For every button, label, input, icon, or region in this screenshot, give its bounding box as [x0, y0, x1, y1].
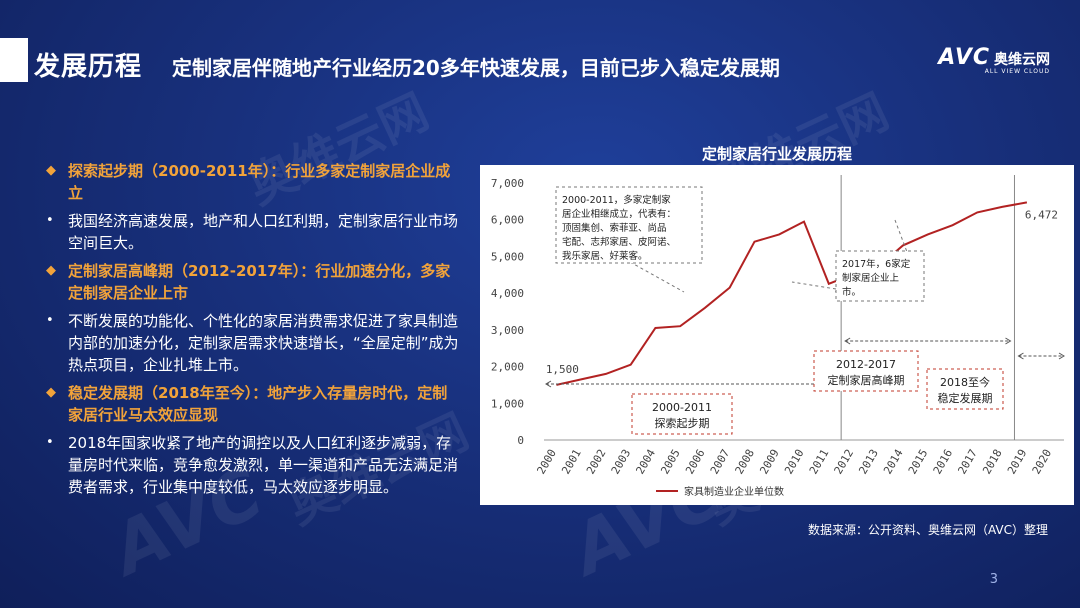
page-number: 3 [989, 572, 998, 587]
callout-text: 居企业相继成立，代表有： [562, 208, 676, 220]
diamond-icon: ◆ [46, 263, 56, 278]
bullet-icon: • [46, 213, 54, 228]
callout-text: 宅配、志邦家居、皮阿诺、 [562, 236, 676, 248]
bullet-icon: • [46, 435, 54, 450]
x-tick-label: 2016 [931, 447, 956, 476]
y-tick-label: 2,000 [491, 361, 524, 374]
x-tick-label: 2009 [757, 447, 782, 476]
period-label: 2012-2017 [836, 358, 896, 371]
period-label: 2000-2011 [652, 401, 712, 414]
x-tick-label: 2018 [980, 447, 1005, 476]
series-line [556, 201, 1028, 386]
title-accent-bar [0, 38, 28, 82]
range-arrow-head [545, 380, 552, 388]
callout-text: 顶固集创、索菲亚、尚品 [562, 222, 667, 234]
line-chart: 0 1,000 2,000 3,000 4,000 5,000 6,000 7,000 2000… [491, 175, 1065, 498]
callout-text: 市。 [842, 286, 861, 298]
logo-mark: AVC [938, 45, 990, 70]
x-tick-label: 2012 [832, 447, 857, 476]
logo-en: ALL VIEW CLOUD [984, 68, 1050, 75]
period-label: 2018至今 [940, 375, 990, 389]
range-arrow-head [1017, 352, 1024, 360]
y-tick-label: 1,000 [491, 397, 524, 410]
callout-pointer [894, 219, 911, 261]
y-tick-label: 4,000 [491, 287, 524, 300]
y-tick-label: 7,000 [491, 177, 524, 190]
data-label: 1,500 [546, 363, 579, 376]
callout-text: 2017年，6家定 [842, 258, 911, 270]
period-label: 定制家居高峰期 [828, 373, 905, 387]
x-tick-label: 2003 [609, 447, 634, 476]
callout-text: 制家居企业上 [842, 272, 900, 284]
list-item-heading: ◆ 定制家居高峰期（2012-2017年）：行业加速分化，多家定制家居企业上市 [42, 260, 462, 304]
data-label: 6,472 [1025, 208, 1058, 221]
callout-text: 2000-2011，多家定制家 [562, 194, 671, 206]
list-item-body: • 不断发展的功能化、个性化的家居消费需求促进了家具制造内部的加速分化，定制家居需… [42, 310, 462, 376]
callout-pointer [791, 281, 837, 290]
legend-label: 家具制造业企业单位数 [684, 485, 784, 498]
list-item-text: 不断发展的功能化、个性化的家居消费需求促进了家具制造内部的加速分化，定制家居需求… [68, 312, 459, 374]
x-tick-label: 2002 [584, 447, 609, 476]
list-item-body: • 我国经济高速发展，地产和人口红利期，定制家居行业市场空间巨大。 [42, 210, 462, 254]
x-tick-label: 2000 [534, 447, 559, 476]
period-label: 探索起步期 [655, 416, 710, 430]
y-tick-label: 5,000 [491, 250, 524, 263]
callout-text: 我乐家居、好莱客。 [562, 250, 648, 262]
callout-box [835, 250, 925, 302]
list-item-heading: ◆ 稳定发展期（2018年至今）：地产步入存量房时代，定制家居行业马太效应显现 [42, 382, 462, 426]
list-item-text: 2018年国家收紧了地产的调控以及人口红利逐步减弱，存量房时代来临，竞争愈发激烈… [68, 434, 459, 496]
period-box [631, 393, 733, 435]
page-subtitle: 定制家居伴随地产行业经历20多年快速发展，目前已步入稳定发展期 [172, 56, 780, 80]
diamond-icon: ◆ [46, 163, 56, 178]
x-tick-label: 2013 [856, 447, 881, 476]
y-tick-label: 3,000 [491, 324, 524, 337]
x-tick-label: 2005 [658, 447, 683, 476]
diamond-icon: ◆ [46, 385, 56, 400]
logo-cn: 奥维云网 [994, 52, 1050, 68]
callout-box [555, 186, 703, 264]
x-tick-label: 2017 [955, 447, 980, 476]
data-source: 数据来源：公开资料、奥维云网（AVC）整理 [807, 523, 1048, 537]
x-tick-label: 2007 [708, 447, 733, 476]
x-tick-label: 2006 [683, 447, 708, 476]
x-tick-label: 2011 [807, 447, 832, 476]
y-tick-label: 6,000 [491, 214, 524, 227]
period-box [813, 350, 919, 392]
period-box [926, 368, 1004, 410]
list-item-text: 定制家居高峰期（2012-2017年）：行业加速分化，多家定制家居企业上市 [68, 262, 451, 302]
range-arrow-head [1058, 352, 1065, 360]
x-tick-label: 2004 [634, 447, 659, 477]
chart-panel: 0 1,000 2,000 3,000 4,000 5,000 6,000 7,000 2000… [480, 165, 1074, 505]
range-arrow-head [1005, 337, 1012, 345]
bullet-icon: • [46, 313, 54, 328]
x-tick-label: 2019 [1005, 447, 1030, 476]
period-label: 稳定发展期 [938, 391, 993, 405]
list-item-text: 稳定发展期（2018年至今）：地产步入存量房时代，定制家居行业马太效应显现 [68, 384, 448, 424]
x-tick-label: 2015 [906, 447, 931, 476]
list-item-body: • 2018年国家收紧了地产的调控以及人口红利逐步减弱，存量房时代来临，竞争愈发激… [42, 432, 462, 498]
page-title: 发展历程 [34, 52, 143, 82]
x-tick-label: 2008 [733, 447, 758, 476]
avc-logo: AVC 奥维云网 ALL VIEW CLOUD [938, 45, 1050, 75]
chart-title: 定制家居行业发展历程 [701, 145, 852, 163]
timeline-list: ◆ 探索起步期（2000-2011年）：行业多家定制家居企业成立 • 我国经济高速发… [42, 160, 462, 504]
list-item-text: 探索起步期（2000-2011年）：行业多家定制家居企业成立 [68, 162, 451, 202]
list-item-text: 我国经济高速发展，地产和人口红利期，定制家居行业市场空间巨大。 [68, 212, 459, 252]
y-tick-label: 0 [517, 434, 524, 447]
callout-pointer [629, 261, 685, 293]
range-arrow-head [844, 337, 851, 345]
x-tick-label: 2001 [559, 447, 584, 476]
x-tick-label: 2020 [1030, 447, 1055, 476]
list-item-heading: ◆ 探索起步期（2000-2011年）：行业多家定制家居企业成立 [42, 160, 462, 204]
x-tick-label: 2010 [782, 447, 807, 476]
x-tick-label: 2014 [881, 447, 906, 477]
